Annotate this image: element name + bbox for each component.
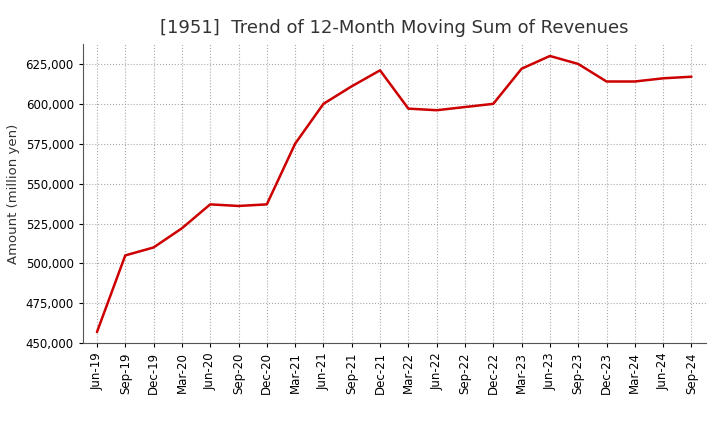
Y-axis label: Amount (million yen): Amount (million yen) (7, 124, 20, 264)
Title: [1951]  Trend of 12-Month Moving Sum of Revenues: [1951] Trend of 12-Month Moving Sum of R… (160, 19, 629, 37)
